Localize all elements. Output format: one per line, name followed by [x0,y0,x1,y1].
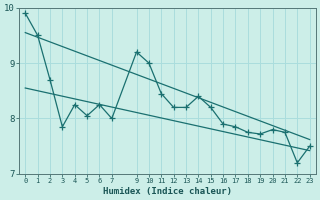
X-axis label: Humidex (Indice chaleur): Humidex (Indice chaleur) [103,187,232,196]
